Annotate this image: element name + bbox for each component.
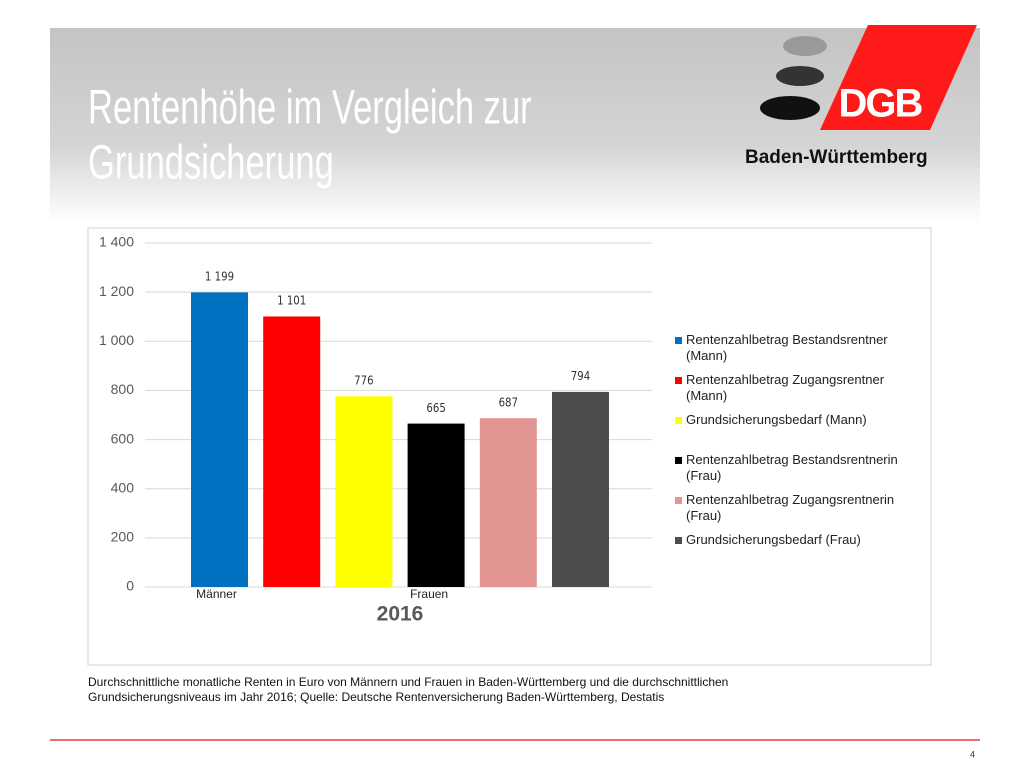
data-label: 1 101 xyxy=(277,294,306,308)
lion-icon xyxy=(783,36,827,56)
legend-label: Rentenzahlbetrag Zugangsrentnerin (Frau) xyxy=(686,492,895,523)
y-tick-label: 1 000 xyxy=(99,332,134,348)
legend-swatch xyxy=(675,457,682,464)
legend-label: Grundsicherungsbedarf (Frau) xyxy=(686,532,861,547)
bar xyxy=(191,292,248,587)
y-tick-label: 800 xyxy=(111,381,135,397)
slide-title: Grundsicherung xyxy=(88,135,334,189)
legend-entry: Rentenzahlbetrag Zugangsrentnerin (Frau) xyxy=(675,492,903,524)
bar xyxy=(479,418,537,587)
y-tick-label: 400 xyxy=(111,479,135,495)
legend-entry: Grundsicherungsbedarf (Frau) xyxy=(675,532,903,548)
y-tick-label: 600 xyxy=(111,430,135,446)
bar xyxy=(335,396,393,587)
logo-text: DGB xyxy=(839,82,923,126)
data-label: 665 xyxy=(426,401,445,415)
legend-label: Grundsicherungsbedarf (Mann) xyxy=(686,412,867,427)
legend-swatch xyxy=(675,417,682,424)
lion-icon xyxy=(776,66,824,86)
lion-icon xyxy=(760,96,820,120)
bar xyxy=(552,391,609,587)
legend-label: Rentenzahlbetrag Bestandsrentner (Mann) xyxy=(686,332,888,363)
data-label: 687 xyxy=(499,396,518,410)
legend-entry: Rentenzahlbetrag Bestandsrentner (Mann) xyxy=(675,332,903,364)
title-group: Rentenhöhe im Vergleich zur Grundsicheru… xyxy=(88,80,532,189)
y-tick-label: 200 xyxy=(111,529,135,545)
annotation: Männer xyxy=(196,587,237,601)
y-tick-label: 1 400 xyxy=(99,234,134,250)
y-tick-label: 0 xyxy=(126,578,134,594)
bar xyxy=(407,423,465,587)
annotation: Frauen xyxy=(410,587,448,601)
legend-label: Rentenzahlbetrag Bestandsrentnerin (Frau… xyxy=(686,452,898,483)
logo-region: Baden-Württemberg xyxy=(745,147,928,168)
legend-swatch xyxy=(675,377,682,384)
legend-swatch xyxy=(675,497,682,504)
y-tick-label: 1 200 xyxy=(99,283,134,299)
data-label: 776 xyxy=(354,374,373,388)
x-tick-label: 2016 xyxy=(377,603,424,626)
legend-label: Rentenzahlbetrag Zugangsrentner (Mann) xyxy=(686,372,885,403)
data-label: 794 xyxy=(571,369,590,383)
legend-entry: Rentenzahlbetrag Bestandsrentnerin (Frau… xyxy=(675,452,903,484)
page-number: 4 xyxy=(970,749,975,759)
data-label: 1 199 xyxy=(205,270,234,284)
legend-entry: Grundsicherungsbedarf (Mann) xyxy=(675,412,903,428)
caption: Durchschnittliche monatliche Renten in E… xyxy=(88,675,729,704)
logo-shape xyxy=(820,25,977,130)
slide-title: Rentenhöhe im Vergleich zur xyxy=(88,80,532,134)
legend-entry: Rentenzahlbetrag Zugangsrentner (Mann) xyxy=(675,372,903,404)
legend-swatch xyxy=(675,537,682,544)
bar xyxy=(263,316,321,587)
legend-swatch xyxy=(675,337,682,344)
